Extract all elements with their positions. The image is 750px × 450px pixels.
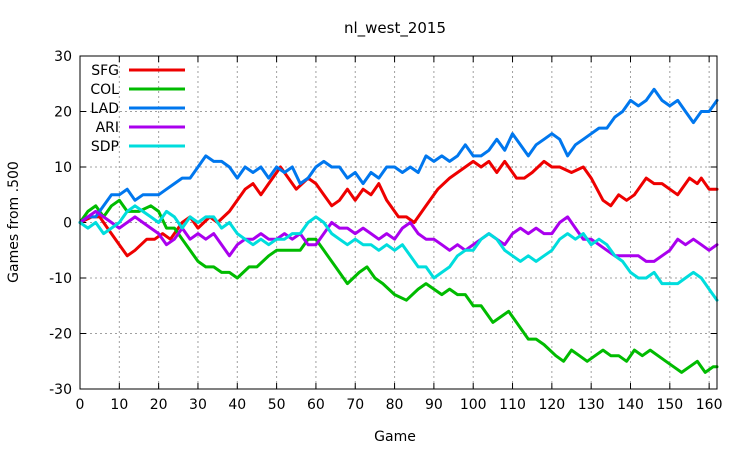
legend-label-ari: ARI bbox=[96, 120, 119, 136]
x-tick-label: 50 bbox=[268, 397, 286, 413]
series-line-lad bbox=[78, 87, 719, 224]
y-tick-label: 30 bbox=[54, 49, 72, 65]
y-tick-label: 20 bbox=[54, 105, 72, 121]
plot-border bbox=[79, 55, 718, 390]
y-tick-label: -30 bbox=[49, 382, 72, 398]
x-tick-label: 140 bbox=[617, 397, 644, 413]
x-tick-label: 20 bbox=[150, 397, 168, 413]
series-line-ari bbox=[78, 209, 719, 263]
legend-label-lad: LAD bbox=[91, 101, 119, 117]
x-tick-label: 150 bbox=[656, 397, 683, 413]
legend-label-sfg: SFG bbox=[91, 63, 119, 79]
series-line-col bbox=[78, 198, 719, 374]
x-tick-label: 160 bbox=[696, 397, 723, 413]
series-line-sdp bbox=[78, 204, 719, 302]
y-tick-label: 0 bbox=[63, 216, 72, 232]
x-tick-label: 100 bbox=[460, 397, 487, 413]
series-lines bbox=[78, 87, 719, 374]
x-tick-label: 90 bbox=[425, 397, 443, 413]
x-tick-label: 110 bbox=[499, 397, 526, 413]
legend: SFG COL LAD ARI SDP bbox=[90, 63, 185, 155]
legend-label-sdp: SDP bbox=[91, 139, 119, 155]
legend-label-col: COL bbox=[90, 82, 119, 98]
x-tick-label: 80 bbox=[386, 397, 404, 413]
x-tick-label: 70 bbox=[346, 397, 364, 413]
grid bbox=[79, 55, 717, 390]
x-tick-label: 130 bbox=[578, 397, 605, 413]
x-tick-label: 0 bbox=[76, 397, 85, 413]
x-axis-title: Game bbox=[374, 429, 416, 445]
y-tick-label: -20 bbox=[49, 327, 72, 343]
x-tick-label: 10 bbox=[110, 397, 128, 413]
x-tick-label: 40 bbox=[228, 397, 246, 413]
y-tick-label: 10 bbox=[54, 160, 72, 176]
y-tick-label: -10 bbox=[49, 271, 72, 287]
series-line-sfg bbox=[78, 159, 719, 258]
x-tick-label: 120 bbox=[538, 397, 565, 413]
y-axis-title: Games from .500 bbox=[6, 161, 22, 283]
x-tick-label: 60 bbox=[307, 397, 325, 413]
chart-title: nl_west_2015 bbox=[344, 19, 446, 38]
axis-ticks: 0 10 20 30 40 50 60 70 80 90 100 110 120 130 140 150 160… bbox=[49, 49, 722, 413]
x-tick-label: 30 bbox=[189, 397, 207, 413]
